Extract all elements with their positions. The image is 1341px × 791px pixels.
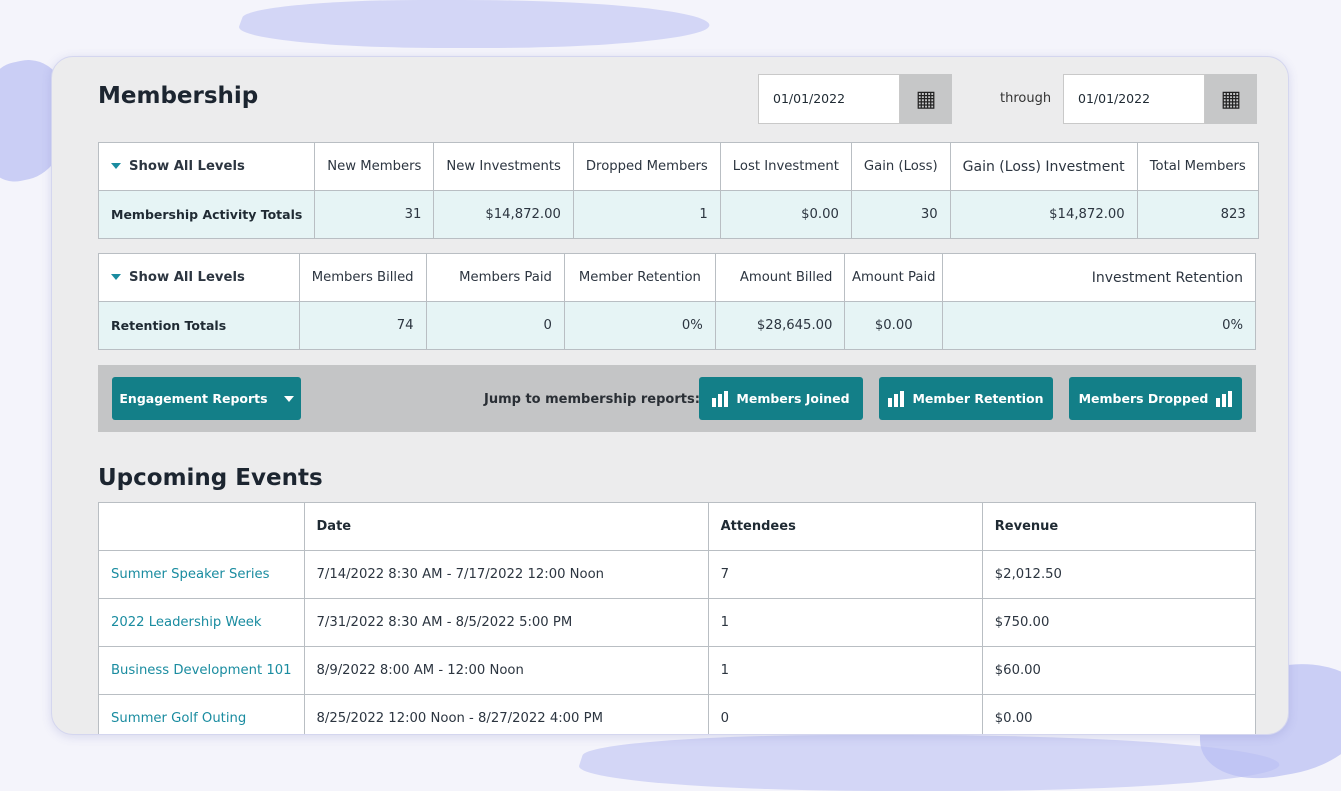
table-cell: $28,645.00: [714, 301, 846, 350]
column-header: Investment Retention: [942, 253, 1256, 302]
date-from-field[interactable]: 01/01/2022: [758, 74, 900, 124]
decorative-brush: [570, 735, 1290, 791]
column-header: Dropped Members: [572, 142, 721, 191]
triangle-down-icon: [111, 163, 121, 169]
membership-activity-table: Show All Levels New Members New Investme…: [97, 142, 1259, 239]
engagement-reports-button[interactable]: Engagement Reports: [112, 377, 301, 420]
section-title: Upcoming Events: [98, 465, 323, 491]
column-header: Gain (Loss): [850, 142, 951, 191]
table-row: Summer Speaker Series 7/14/2022 8:30 AM …: [98, 550, 1257, 599]
table-cell: 30: [850, 190, 951, 239]
table-cell: 823: [1136, 190, 1259, 239]
column-header: Date: [303, 502, 709, 551]
event-date: 8/25/2022 12:00 Noon - 8/27/2022 4:00 PM: [303, 694, 709, 734]
table-cell: 31: [314, 190, 435, 239]
column-header: New Investments: [433, 142, 574, 191]
table-cell: $14,872.00: [433, 190, 574, 239]
member-retention-button[interactable]: Member Retention: [879, 377, 1053, 420]
date-to-calendar-button[interactable]: ▦: [1205, 74, 1257, 124]
event-attendees: 1: [707, 598, 983, 647]
row-label: Membership Activity Totals: [97, 190, 316, 239]
table-cell: 1: [572, 190, 721, 239]
calendar-icon: ▦: [1220, 86, 1242, 112]
table-row: 2022 Leadership Week 7/31/2022 8:30 AM -…: [98, 598, 1257, 647]
column-header: [98, 502, 305, 551]
event-revenue: $0.00: [981, 694, 1257, 734]
column-header: Member Retention: [563, 253, 716, 302]
column-header: Members Billed: [298, 253, 427, 302]
event-attendees: 7: [707, 550, 983, 599]
column-header: Amount Billed: [714, 253, 846, 302]
column-header: Amount Paid: [844, 253, 944, 302]
column-header: Revenue: [981, 502, 1257, 551]
bar-chart-icon: [1216, 390, 1233, 407]
event-link[interactable]: Summer Speaker Series: [98, 550, 305, 599]
table-cell: 0%: [942, 301, 1256, 350]
table-cell: $14,872.00: [949, 190, 1138, 239]
show-all-levels-toggle[interactable]: Show All Levels: [98, 253, 300, 302]
through-label: through: [1000, 91, 1052, 106]
triangle-down-icon: [111, 274, 121, 280]
calendar-icon: ▦: [915, 86, 937, 112]
bar-chart-icon: [888, 390, 905, 407]
table-cell: 74: [298, 301, 427, 350]
event-attendees: 1: [707, 646, 983, 695]
event-revenue: $60.00: [981, 646, 1257, 695]
retention-table: Show All Levels Members Billed Members P…: [98, 253, 1256, 350]
chevron-down-icon: [283, 395, 294, 402]
decorative-brush: [231, 0, 719, 48]
event-link[interactable]: Summer Golf Outing: [98, 694, 305, 734]
members-joined-button[interactable]: Members Joined: [699, 377, 863, 420]
event-link[interactable]: Business Development 101: [98, 646, 305, 695]
event-link[interactable]: 2022 Leadership Week: [98, 598, 305, 647]
members-dropped-button[interactable]: Members Dropped: [1069, 377, 1242, 420]
column-header: Gain (Loss) Investment: [949, 142, 1138, 191]
event-date: 8/9/2022 8:00 AM - 12:00 Noon: [303, 646, 709, 695]
show-all-levels-toggle[interactable]: Show All Levels: [97, 142, 316, 191]
event-revenue: $750.00: [981, 598, 1257, 647]
bar-chart-icon: [712, 390, 729, 407]
date-from-calendar-button[interactable]: ▦: [900, 74, 952, 124]
table-cell: $0.00: [844, 301, 944, 350]
reports-toolbar: Engagement Reports Jump to membership re…: [98, 365, 1256, 432]
row-label: Retention Totals: [98, 301, 300, 350]
page-title: Membership: [98, 83, 259, 109]
column-header: Attendees: [707, 502, 983, 551]
jump-label: Jump to membership reports:: [484, 392, 700, 407]
dashboard-card: Membership 01/01/2022 ▦ through 01/01/20…: [51, 56, 1289, 735]
date-to-field[interactable]: 01/01/2022: [1063, 74, 1205, 124]
upcoming-events-table: Date Attendees Revenue Summer Speaker Se…: [98, 502, 1257, 734]
table-cell: 0: [425, 301, 565, 350]
table-row: Business Development 101 8/9/2022 8:00 A…: [98, 646, 1257, 695]
column-header: Lost Investment: [719, 142, 852, 191]
table-cell: $0.00: [719, 190, 852, 239]
event-attendees: 0: [707, 694, 983, 734]
event-date: 7/14/2022 8:30 AM - 7/17/2022 12:00 Noon: [303, 550, 709, 599]
table-cell: 0%: [563, 301, 716, 350]
column-header: Total Members: [1136, 142, 1259, 191]
event-revenue: $2,012.50: [981, 550, 1257, 599]
column-header: Members Paid: [425, 253, 565, 302]
table-row: Summer Golf Outing 8/25/2022 12:00 Noon …: [98, 694, 1257, 734]
column-header: New Members: [314, 142, 435, 191]
event-date: 7/31/2022 8:30 AM - 8/5/2022 5:00 PM: [303, 598, 709, 647]
